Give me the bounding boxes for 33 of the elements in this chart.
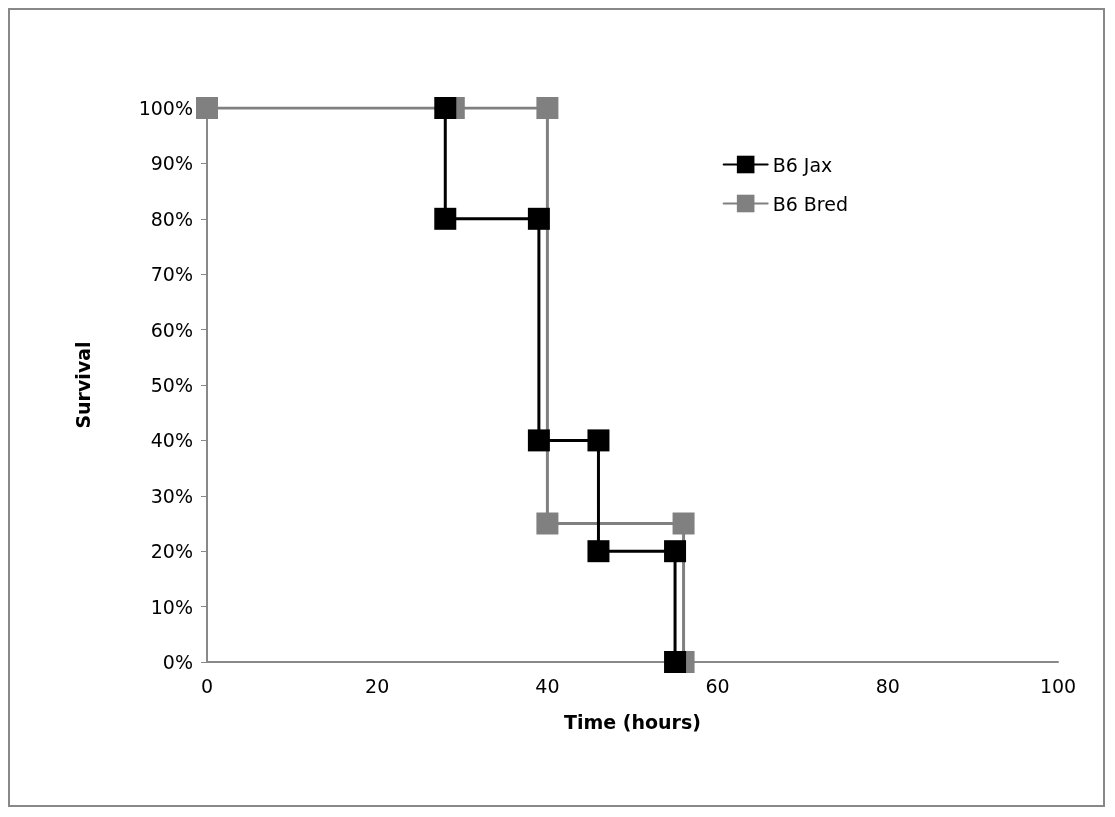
y-tick-label: 40% <box>150 429 193 452</box>
point <box>527 207 550 230</box>
y-tick-label: 30% <box>150 484 193 507</box>
y-tick-label: 0% <box>162 651 193 673</box>
point <box>434 207 457 230</box>
x-tick-label: 80 <box>875 674 900 697</box>
y-tick-label: 70% <box>150 263 193 286</box>
y-tick-label: 80% <box>150 207 193 230</box>
point <box>664 651 687 673</box>
legend-label: B6 Jax <box>772 153 833 176</box>
x-tick-label: 0 <box>200 674 214 697</box>
y-tick-label: 50% <box>150 374 193 396</box>
y-tick-label: 100% <box>138 97 193 119</box>
x-tick-label: 60 <box>705 674 730 697</box>
x-tick-label: 100 <box>1039 674 1077 697</box>
legend-label: B6 Bred <box>772 192 848 215</box>
x-tick-label: 20 <box>365 674 390 697</box>
y-tick-label: 20% <box>150 540 193 563</box>
point <box>664 540 687 563</box>
point <box>434 97 457 119</box>
point <box>536 97 559 119</box>
point <box>672 512 695 535</box>
x-tick-label: 40 <box>535 674 560 697</box>
point <box>587 429 610 452</box>
y-axis-title: Survival <box>71 341 94 429</box>
point <box>196 97 218 119</box>
x-axis-title: Time (hours) <box>564 710 701 733</box>
y-tick-label: 10% <box>150 595 193 618</box>
point <box>587 540 610 563</box>
y-tick-label: 60% <box>150 318 193 341</box>
point <box>536 512 559 535</box>
point <box>527 429 550 452</box>
y-tick-label: 90% <box>150 152 193 175</box>
